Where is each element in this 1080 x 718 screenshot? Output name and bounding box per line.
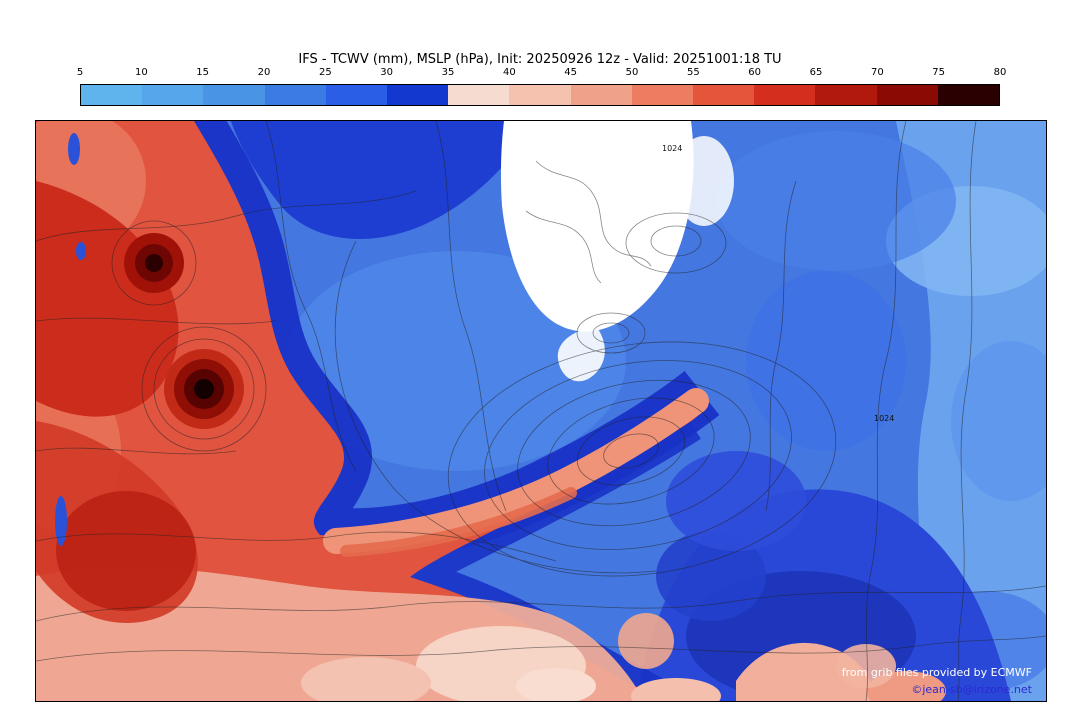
chart-title: IFS - TCWV (mm), MSLP (hPa), Init: 20250…	[298, 52, 782, 67]
colorbar-ticks: 5 10 15 20 25 30 35 40 45 50 55 60 65 70 75 80	[76, 67, 1007, 80]
colorbar-tick: 50	[625, 67, 639, 78]
colorbar-segment	[203, 85, 265, 105]
colorbar-segment	[448, 85, 510, 105]
colorbar-tick: 10	[134, 67, 148, 78]
colorbar	[80, 84, 1000, 106]
colorbar-tick: 40	[502, 67, 516, 78]
attribution-source: from grib files provided by ECMWF	[841, 666, 1032, 679]
colorbar-tick: 15	[196, 67, 210, 78]
attribution-copyright: ©jean-sb@irizone.net	[911, 683, 1032, 696]
colorbar-tick: 55	[686, 67, 700, 78]
cyclone-northwest	[124, 233, 184, 293]
colorbar-tick: 60	[748, 67, 762, 78]
map-area: 1024 1024 from grib files provided by EC…	[35, 120, 1047, 702]
colorbar-segment	[81, 85, 143, 105]
colorbar-segment	[754, 85, 816, 105]
pressure-contour-label: 1024	[874, 414, 894, 423]
colorbar-segment	[325, 85, 388, 105]
colorbar-tick: 45	[564, 67, 578, 78]
colorbar-segment	[570, 85, 632, 105]
colorbar-tick: 20	[257, 67, 271, 78]
colorbar-segment	[509, 85, 571, 105]
tcwv-mslp-field-graphic: 1024 1024	[36, 121, 1046, 701]
colorbar-segment	[815, 85, 877, 105]
colorbar-tick: 25	[318, 67, 332, 78]
colorbar-segment	[631, 85, 694, 105]
colorbar-segment	[876, 85, 938, 105]
colorbar-tick: 80	[993, 67, 1007, 78]
colorbar-segment	[142, 85, 204, 105]
colorbar-tick: 5	[76, 67, 84, 78]
colorbar-tick: 65	[809, 67, 823, 78]
colorbar-tick: 75	[932, 67, 946, 78]
pressure-contour-label: 1024	[662, 144, 682, 153]
colorbar-tick: 35	[441, 67, 455, 78]
colorbar-segment	[693, 85, 755, 105]
colorbar-segment	[264, 85, 326, 105]
colorbar-segment	[387, 85, 449, 105]
colorbar-tick: 30	[380, 67, 394, 78]
colorbar-tick: 70	[870, 67, 884, 78]
colorbar-segment	[937, 85, 1000, 105]
cyclone-west-atlantic	[164, 349, 244, 429]
greenland-dry-area	[500, 121, 734, 382]
mslp-isobars	[36, 121, 1046, 701]
moist-airmass	[36, 121, 706, 701]
